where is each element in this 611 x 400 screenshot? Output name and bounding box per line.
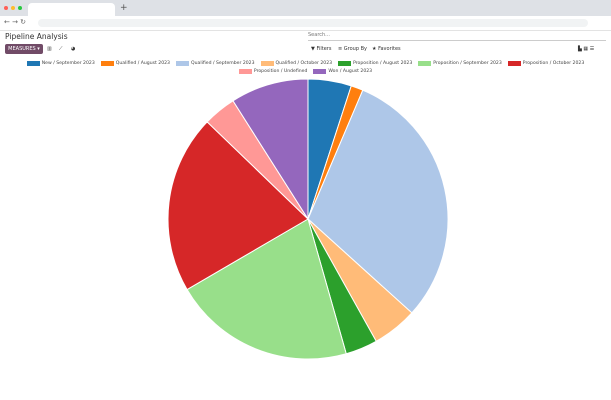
pie-slice[interactable] bbox=[307, 89, 449, 314]
tab[interactable] bbox=[28, 3, 115, 16]
legend-label: Qualified / August 2023 bbox=[115, 61, 170, 66]
line-chart-button[interactable]: ⟋ bbox=[59, 46, 63, 52]
search-placeholder: Search... bbox=[308, 32, 330, 38]
legend-swatch bbox=[238, 69, 252, 74]
nav-buttons[interactable]: ← → ↻ bbox=[4, 18, 27, 26]
legend-label: Qualified / September 2023 bbox=[190, 61, 255, 66]
favorites-label: Favorites bbox=[378, 46, 401, 52]
legend-label: Proposition / Undefined bbox=[253, 69, 308, 74]
favorites-button[interactable]: ★ Favorites bbox=[372, 46, 401, 52]
new-tab[interactable]: + bbox=[120, 3, 128, 13]
legend-label: New / September 2023 bbox=[41, 61, 95, 66]
legend-swatch bbox=[26, 61, 40, 66]
legend-label: Proposition / September 2023 bbox=[433, 61, 502, 66]
legend-item[interactable]: Proposition / August 2023 bbox=[338, 61, 412, 66]
filters-label: Filters bbox=[316, 46, 332, 52]
page-title: Pipeline Analysis bbox=[5, 32, 68, 41]
pie-slice[interactable] bbox=[232, 78, 309, 221]
legend-item[interactable]: Qualified / September 2023 bbox=[175, 61, 255, 66]
legend-swatch bbox=[338, 61, 352, 66]
legend-swatch bbox=[260, 61, 274, 66]
legend-swatch bbox=[313, 69, 327, 74]
legend-label: Proposition / October 2023 bbox=[522, 61, 585, 66]
legend-item[interactable]: Proposition / Undefined bbox=[238, 69, 308, 74]
legend-item[interactable]: Proposition / October 2023 bbox=[507, 61, 585, 66]
legend-label: Won / August 2023 bbox=[328, 69, 373, 74]
max-dot[interactable] bbox=[18, 6, 22, 10]
legend-item[interactable]: Qualified / October 2023 bbox=[260, 61, 333, 66]
pie-chart-button[interactable]: ◕ bbox=[71, 46, 76, 52]
filters-button[interactable]: ▼ Filters bbox=[311, 46, 332, 52]
legend-item[interactable]: Proposition / September 2023 bbox=[418, 61, 502, 66]
view-switcher[interactable]: ▙ ▦ ☰ bbox=[578, 46, 595, 52]
legend-swatch bbox=[100, 61, 114, 66]
min-dot[interactable] bbox=[11, 6, 15, 10]
legend-item[interactable]: Won / August 2023 bbox=[313, 69, 372, 74]
address-bar[interactable] bbox=[38, 19, 588, 27]
legend-swatch bbox=[418, 61, 432, 66]
legend-swatch bbox=[507, 61, 521, 66]
measures-button[interactable]: MEASURES ▾ bbox=[5, 44, 43, 54]
legend: New / September 2023 Qualified / August 2… bbox=[20, 61, 591, 74]
legend-item[interactable]: Qualified / August 2023 bbox=[100, 61, 170, 66]
group-by-button[interactable]: ≡ Group By bbox=[338, 46, 367, 52]
group-by-label: Group By bbox=[343, 46, 367, 52]
legend-label: Qualified / October 2023 bbox=[275, 61, 333, 66]
close-dot[interactable] bbox=[4, 6, 8, 10]
tab-bar bbox=[0, 0, 611, 16]
measures-label: MEASURES bbox=[8, 46, 36, 52]
legend-swatch bbox=[175, 61, 189, 66]
legend-label: Proposition / August 2023 bbox=[353, 61, 413, 66]
legend-item[interactable]: New / September 2023 bbox=[26, 61, 95, 66]
pie-slice[interactable] bbox=[167, 121, 309, 291]
search-input[interactable]: Search... bbox=[308, 32, 606, 41]
pie-slice[interactable] bbox=[186, 218, 347, 360]
bar-chart-button[interactable]: ▥ bbox=[47, 46, 52, 52]
